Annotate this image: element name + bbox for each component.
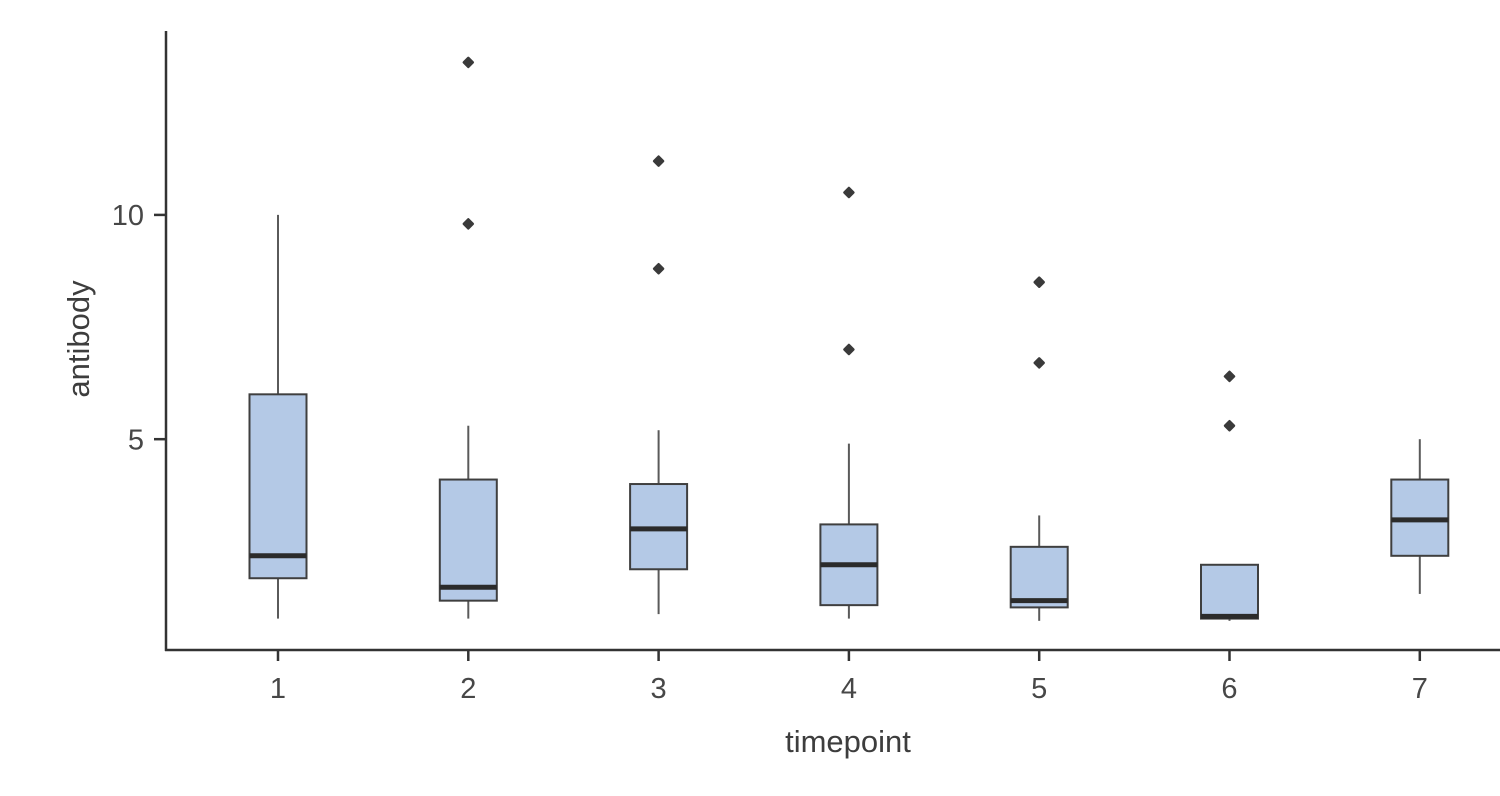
outlier-point [652,262,665,275]
boxplot-group-4 [819,186,879,619]
y-axis-title: antibody [61,280,96,398]
boxplot-group-6 [1200,370,1259,621]
outlier-point [843,186,855,199]
boxplot-group-1 [248,214,308,619]
x-axis-title: timepoint [785,724,911,759]
box [1200,563,1259,620]
x-tick-label: 1 [270,673,286,705]
box [438,478,498,602]
boxplot-group-3 [629,155,689,615]
outlier-point [462,56,475,69]
x-tick-label: 5 [1031,673,1047,705]
x-tick-label: 6 [1221,673,1237,705]
outlier-point [1033,276,1045,288]
box [248,393,308,580]
x-tick-label: 7 [1412,673,1428,705]
outlier-point [843,343,855,356]
chart-canvas: 5 10 1 2 3 4 5 6 7 timepoint antibody [61,31,1500,759]
outlier-point [1223,419,1236,432]
boxplot-group-7 [1390,439,1450,594]
box [1009,545,1069,609]
x-tick-label: 2 [460,673,476,705]
boxplot-chart: 5 10 1 2 3 4 5 6 7 timepoint antibody [40,16,1500,780]
outlier-point [1223,370,1236,383]
outlier-point [652,155,665,167]
boxplot-group-5 [1009,276,1069,621]
outlier-point [1033,357,1045,369]
outlier-point [462,218,475,230]
chart-layer: 5 10 1 2 3 4 5 6 7 [112,31,1500,705]
y-tick-label: 5 [128,424,144,456]
x-tick-label: 3 [651,673,667,705]
boxplot-group-2 [438,56,498,619]
y-tick-label: 10 [112,200,144,232]
x-tick-label: 4 [841,673,857,705]
